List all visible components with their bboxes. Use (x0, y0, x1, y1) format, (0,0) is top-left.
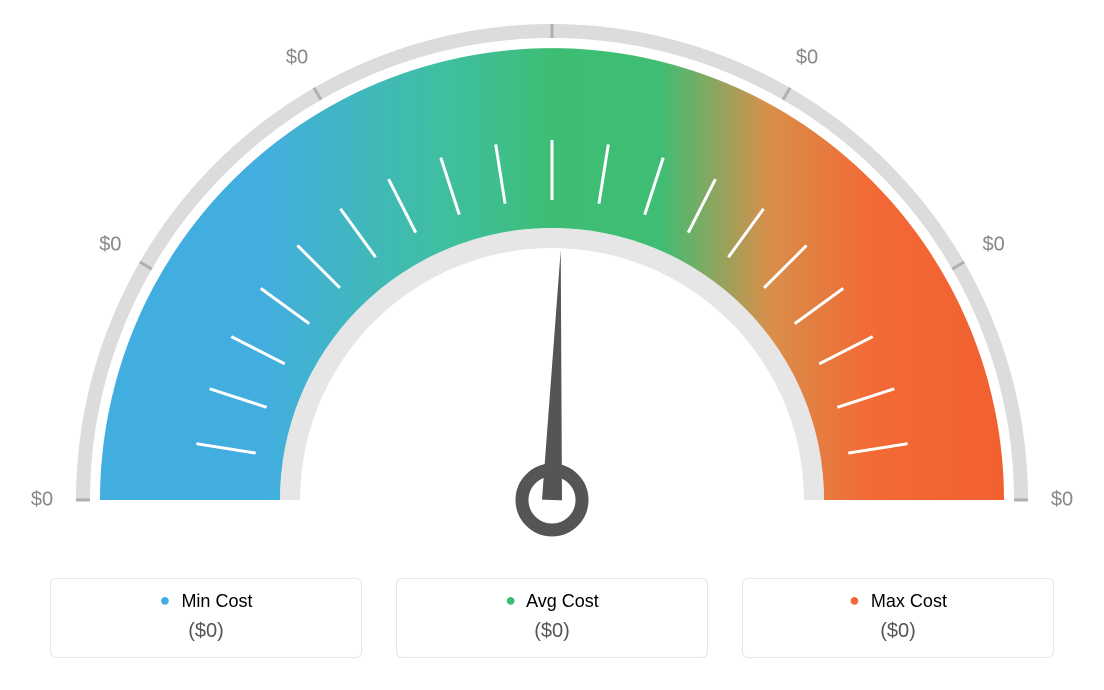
gauge-svg (0, 0, 1104, 560)
gauge-cost-widget: $0 $0 $0 $0 $0 $0 $0 ● Min Cost ($0) ● Avg Cos… (0, 0, 1104, 690)
gauge-tick-label: $0 (286, 47, 308, 70)
legend-card-min: ● Min Cost ($0) (50, 578, 362, 658)
gauge-tick-label: $0 (31, 489, 53, 512)
legend-label: Avg Cost (526, 591, 599, 611)
legend-title-min: ● Min Cost (69, 591, 343, 612)
legend-card-avg: ● Avg Cost ($0) (396, 578, 708, 658)
bullet-icon: ● (849, 590, 860, 610)
legend-title-max: ● Max Cost (761, 591, 1035, 612)
legend-card-max: ● Max Cost ($0) (742, 578, 1054, 658)
bullet-icon: ● (160, 590, 171, 610)
gauge-tick-label: $0 (796, 47, 818, 70)
legend-value-avg: ($0) (415, 620, 689, 643)
gauge-tick-label: $0 (1051, 489, 1073, 512)
gauge-tick-label: $0 (99, 234, 121, 257)
legend-label: Min Cost (181, 591, 252, 611)
gauge-tick-label: $0 (541, 0, 563, 2)
bullet-icon: ● (505, 590, 516, 610)
gauge-tick-label: $0 (983, 234, 1005, 257)
legend-title-avg: ● Avg Cost (415, 591, 689, 612)
legend-row: ● Min Cost ($0) ● Avg Cost ($0) ● Max Co… (0, 578, 1104, 658)
legend-value-min: ($0) (69, 620, 343, 643)
legend-value-max: ($0) (761, 620, 1035, 643)
gauge-area: $0 $0 $0 $0 $0 $0 $0 (0, 0, 1104, 560)
legend-label: Max Cost (871, 591, 947, 611)
